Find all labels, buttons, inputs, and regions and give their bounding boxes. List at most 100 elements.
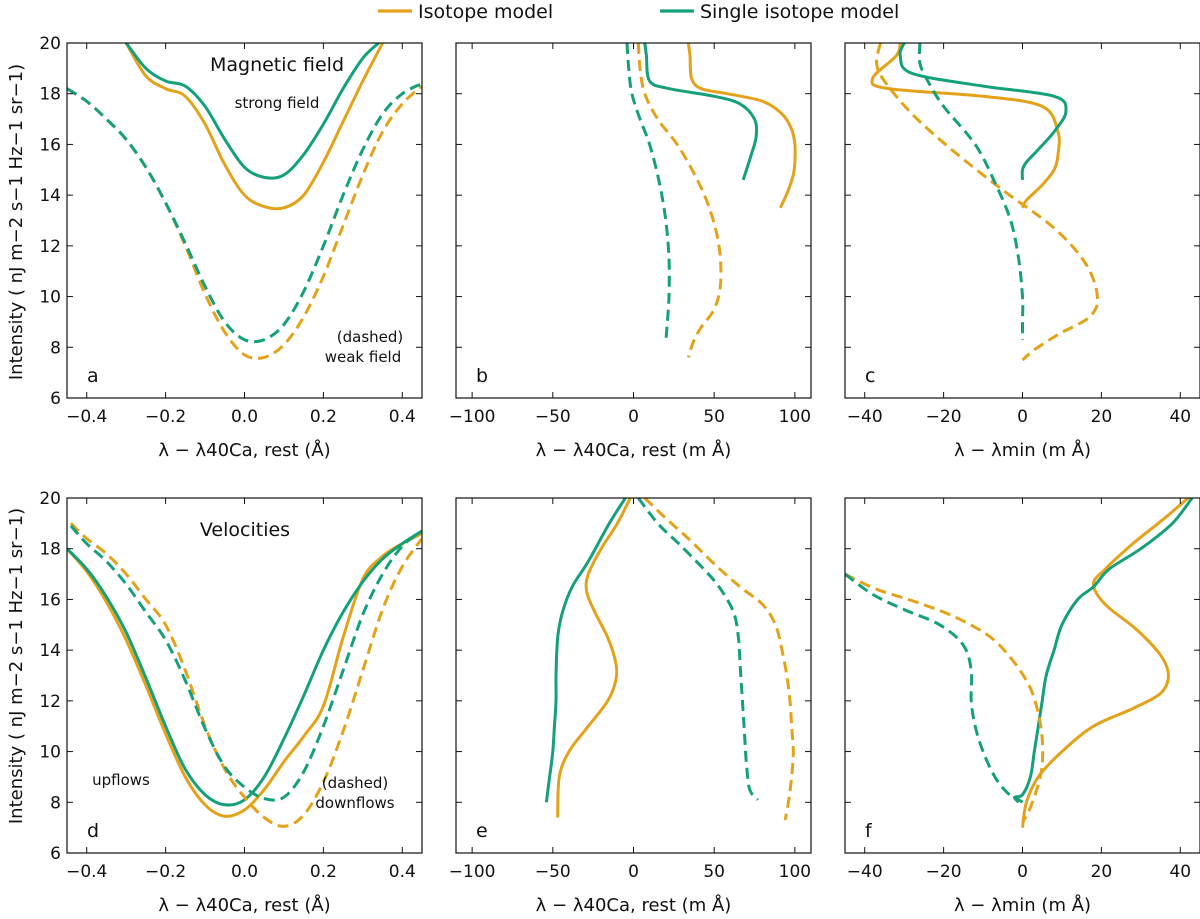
series-line-a-single-weak bbox=[67, 82, 422, 344]
panel-letter-d: d bbox=[87, 820, 99, 842]
legend-label-single: Single isotope model bbox=[700, 1, 899, 23]
x-axis-label-b: λ − λ40Ca, rest (m Å) bbox=[536, 439, 732, 461]
y-tick-label-a-4: 14 bbox=[39, 186, 61, 206]
y-tick-label-d-0: 6 bbox=[50, 844, 61, 864]
annotation-dashed-a: (dashed) bbox=[337, 328, 404, 346]
x-tick-label-f-0: −40 bbox=[847, 862, 883, 882]
x-axis-label-c: λ − λmin (m Å) bbox=[954, 439, 1091, 461]
annotations-a: Magnetic field strong field (dashed) wea… bbox=[210, 54, 403, 366]
x-axis-label-a: λ − λ40Ca, rest (Å) bbox=[158, 439, 330, 461]
panel-letter-f: f bbox=[865, 820, 873, 842]
x-tick-label-c-4: 40 bbox=[1169, 407, 1191, 427]
series-line-c-single-weak bbox=[917, 43, 1025, 340]
x-tick-label-e-4: 100 bbox=[779, 862, 811, 882]
x-tick-label-a-4: 0.4 bbox=[389, 407, 416, 427]
panel-letter-b: b bbox=[476, 365, 488, 387]
y-tick-label-a-6: 18 bbox=[39, 85, 61, 105]
x-tick-label-d-0: −0.4 bbox=[66, 862, 107, 882]
series-line-f-single-weak bbox=[845, 572, 1024, 804]
y-tick-label-a-7: 20 bbox=[39, 34, 61, 54]
y-tick-label-d-7: 20 bbox=[39, 489, 61, 509]
x-tick-label-f-4: 40 bbox=[1169, 862, 1191, 882]
x-tick-label-b-3: 50 bbox=[703, 407, 725, 427]
x-tick-label-f-1: −20 bbox=[926, 862, 962, 882]
y-tick-label-a-2: 10 bbox=[39, 288, 61, 308]
series-line-d-isotope-weak bbox=[69, 522, 422, 828]
annotation-weak-field: weak field bbox=[325, 348, 402, 366]
series-line-b-isotope-strong bbox=[686, 43, 797, 209]
panel-letter-e: e bbox=[476, 820, 488, 842]
x-axis-label-f: λ − λmin (m Å) bbox=[954, 894, 1091, 916]
series-line-c-isotope-strong bbox=[870, 43, 1061, 209]
x-tick-label-d-4: 0.4 bbox=[389, 862, 416, 882]
series-line-e-single-strong bbox=[544, 498, 627, 803]
series-line-f-single-strong bbox=[1013, 498, 1194, 804]
legend: Isotope model Single isotope model bbox=[378, 1, 899, 23]
y-tick-label-a-0: 6 bbox=[50, 389, 61, 409]
series-group-e bbox=[544, 498, 795, 821]
x-tick-label-b-4: 100 bbox=[779, 407, 811, 427]
annotation-title-a: Magnetic field bbox=[210, 54, 344, 76]
series-group-b bbox=[625, 43, 797, 358]
panel-letter-a: a bbox=[87, 365, 99, 387]
y-axis-label-bottom: Intensity ( nJ m−2 s−1 Hz−1 sr−1) bbox=[6, 508, 27, 824]
panel-c: −40 −20 0 20 40 λ − λmin (m Å) c bbox=[844, 42, 1200, 461]
y-tick-label-d-6: 18 bbox=[39, 540, 61, 560]
panel-letter-c: c bbox=[865, 365, 875, 387]
x-tick-label-a-1: −0.2 bbox=[145, 407, 186, 427]
plot-frame-c bbox=[844, 42, 1200, 399]
series-line-b-isotope-weak bbox=[636, 43, 723, 358]
series-line-f-isotope-weak bbox=[845, 572, 1045, 824]
series-group-c bbox=[870, 43, 1100, 362]
x-tick-label-f-3: 20 bbox=[1091, 862, 1113, 882]
series-line-c-isotope-weak bbox=[875, 43, 1100, 362]
y-tick-label-d-3: 12 bbox=[39, 692, 61, 712]
panel-f: −40 −20 0 20 40 λ − λmin (m Å) f bbox=[844, 497, 1200, 916]
x-tick-label-a-0: −0.4 bbox=[66, 407, 107, 427]
y-tick-label-d-2: 10 bbox=[39, 743, 61, 763]
annotation-strong-field: strong field bbox=[235, 94, 320, 112]
x-axis-label-d: λ − λ40Ca, rest (Å) bbox=[158, 894, 330, 916]
x-tick-label-e-2: 0 bbox=[628, 862, 639, 882]
y-tick-label-a-5: 16 bbox=[39, 135, 61, 155]
series-line-b-single-strong bbox=[643, 43, 759, 181]
x-tick-label-e-1: −50 bbox=[535, 862, 571, 882]
x-tick-label-d-1: −0.2 bbox=[145, 862, 186, 882]
series-line-d-isotope-strong bbox=[67, 532, 422, 818]
series-line-a-isotope-strong bbox=[124, 43, 384, 211]
x-tick-label-e-0: −100 bbox=[449, 862, 496, 882]
y-tick-label-d-4: 14 bbox=[39, 641, 61, 661]
y-tick-label-d-5: 16 bbox=[39, 590, 61, 610]
x-tick-label-f-2: 0 bbox=[1017, 862, 1028, 882]
series-group-f bbox=[845, 498, 1194, 828]
panel-e: −100 −50 0 50 100 λ − λ40Ca, rest (m Å) e bbox=[449, 497, 812, 916]
series-line-a-single-strong bbox=[125, 43, 380, 180]
y-tick-label-a-3: 12 bbox=[39, 237, 61, 257]
legend-label-isotope: Isotope model bbox=[418, 1, 553, 23]
y-axis-label-top: Intensity ( nJ m−2 s−1 Hz−1 sr−1) bbox=[6, 64, 27, 380]
x-tick-label-e-3: 50 bbox=[703, 862, 725, 882]
series-group-d bbox=[67, 522, 422, 828]
y-tick-label-d-1: 8 bbox=[50, 793, 61, 813]
x-tick-label-d-2: 0.0 bbox=[231, 862, 258, 882]
annotation-dashed-d: (dashed) bbox=[322, 774, 389, 792]
x-tick-label-c-1: −20 bbox=[926, 407, 962, 427]
annotation-title-d: Velocities bbox=[200, 519, 290, 541]
series-line-d-single-strong bbox=[67, 529, 422, 807]
x-tick-label-a-3: 0.2 bbox=[310, 407, 337, 427]
annotation-downflows: downflows bbox=[315, 794, 394, 812]
annotation-upflows: upflows bbox=[92, 771, 150, 789]
panel-b: −100 −50 0 50 100 λ − λ40Ca, rest (m Å) b bbox=[449, 42, 812, 461]
series-group-a bbox=[67, 43, 422, 360]
x-tick-label-c-3: 20 bbox=[1091, 407, 1113, 427]
x-tick-label-d-3: 0.2 bbox=[310, 862, 337, 882]
panel-a: −0.4 −0.2 0.0 0.2 0.4 6 8 10 12 14 16 18 20 λ − λ40Ca… bbox=[39, 34, 423, 461]
series-line-d-single-weak bbox=[69, 524, 422, 802]
x-tick-label-b-1: −50 bbox=[535, 407, 571, 427]
series-line-c-single-strong bbox=[898, 43, 1068, 180]
series-line-a-isotope-weak bbox=[67, 84, 422, 360]
x-tick-label-a-2: 0.0 bbox=[231, 407, 258, 427]
series-line-e-single-weak bbox=[637, 498, 759, 801]
panel-d: −0.4 −0.2 0.0 0.2 0.4 6 8 10 12 14 16 18 20 λ − λ40Ca… bbox=[39, 489, 423, 916]
